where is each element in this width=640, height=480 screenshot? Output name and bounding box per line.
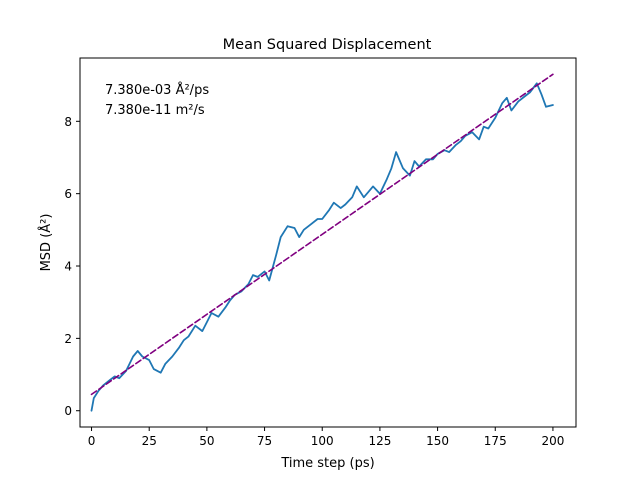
x-axis-label: Time step (ps)	[280, 456, 374, 471]
x-tick-label: 25	[142, 434, 157, 448]
y-tick-label: 8	[64, 115, 72, 129]
x-tick-label: 75	[257, 434, 272, 448]
y-tick-label: 4	[64, 260, 72, 274]
msd-series-line	[90, 82, 554, 412]
y-axis: 0 2 4 6 8	[64, 115, 80, 418]
fit-line	[90, 73, 554, 396]
x-tick-label: 150	[426, 434, 449, 448]
y-tick-label: 6	[64, 187, 72, 201]
y-tick-label: 2	[64, 332, 72, 346]
annotation-rate-angstrom: 7.380e-03 Å²/ps	[105, 82, 209, 98]
x-tick-label: 100	[311, 434, 334, 448]
annotation-rate-si: 7.380e-11 m²/s	[105, 103, 205, 118]
x-tick-label: 50	[199, 434, 214, 448]
y-tick-label: 0	[64, 404, 72, 418]
x-tick-label: 200	[541, 434, 564, 448]
series-layer	[90, 73, 554, 412]
x-tick-label: 175	[484, 434, 507, 448]
x-tick-label: 0	[88, 434, 96, 448]
chart-title: Mean Squared Displacement	[223, 37, 432, 53]
y-axis-label: MSD (Å²)	[38, 214, 54, 272]
x-axis: 0 25 50 75 100 125 150 175 200	[88, 427, 564, 448]
x-tick-label: 125	[368, 434, 391, 448]
plot-frame	[79, 57, 577, 428]
